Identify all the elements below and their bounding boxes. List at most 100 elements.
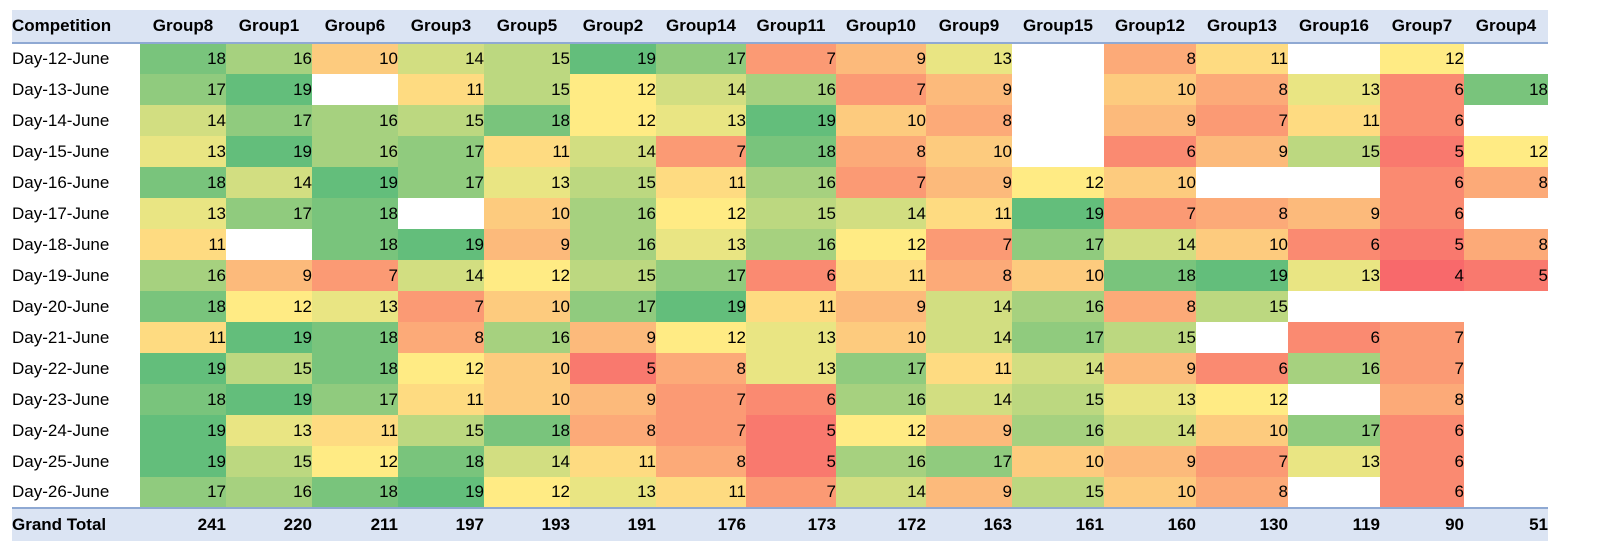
heatmap-cell: 16 (226, 477, 312, 508)
heatmap-cell: 6 (1380, 167, 1464, 198)
grand-total-value: 176 (656, 507, 746, 541)
heatmap-cell: 9 (836, 43, 926, 74)
heatmap-cell (226, 229, 312, 260)
heatmap-cell: 12 (484, 477, 570, 508)
table-row: Day-17-June 13 17 18 10 16 12 15 14 11 19 7 8 9 6 (12, 198, 1548, 229)
grand-total-value: 51 (1464, 507, 1548, 541)
heatmap-cell: 12 (570, 105, 656, 136)
heatmap-cell: 12 (398, 353, 484, 384)
row-label: Day-12-June (12, 43, 140, 74)
heatmap-cell: 12 (312, 446, 398, 477)
table-row: Day-21-June 11 19 18 8 16 9 12 13 10 14 17 15 6 7 (12, 322, 1548, 353)
heatmap-cell: 16 (746, 74, 836, 105)
table-row: Day-20-June 18 12 13 7 10 17 19 11 9 14 16 8 15 (12, 291, 1548, 322)
heatmap-cell: 8 (570, 415, 656, 446)
heatmap-cell: 17 (926, 446, 1012, 477)
heatmap-cell: 12 (1012, 167, 1104, 198)
heatmap-cell: 15 (1196, 291, 1288, 322)
heatmap-cell: 14 (836, 198, 926, 229)
heatmap-cell: 16 (570, 229, 656, 260)
heatmap-cell: 10 (836, 322, 926, 353)
heatmap-cell (1012, 136, 1104, 167)
heatmap-cell: 18 (312, 353, 398, 384)
grand-total-row: Grand Total 241 220 211 197 193 191 176 173 172 1… (12, 507, 1548, 541)
heatmap-cell: 17 (656, 43, 746, 74)
heatmap-cell (1464, 415, 1548, 446)
heatmap-cell: 17 (570, 291, 656, 322)
heatmap-cell: 19 (746, 105, 836, 136)
heatmap-cell: 7 (656, 384, 746, 415)
heatmap-cell: 11 (312, 415, 398, 446)
heatmap-cell: 7 (656, 136, 746, 167)
heatmap-cell: 15 (398, 415, 484, 446)
heatmap-cell: 7 (656, 415, 746, 446)
heatmap-cell: 7 (312, 260, 398, 291)
heatmap-cell: 11 (836, 260, 926, 291)
heatmap-cell: 8 (1464, 229, 1548, 260)
column-header-group4: Group4 (1464, 10, 1548, 44)
heatmap-cell: 7 (836, 74, 926, 105)
heatmap-cell: 15 (1104, 322, 1196, 353)
grand-total-value: 197 (398, 507, 484, 541)
column-header-group14: Group14 (656, 10, 746, 44)
heatmap-cell: 14 (140, 105, 226, 136)
heatmap-cell: 7 (746, 43, 836, 74)
heatmap-cell: 6 (1380, 198, 1464, 229)
heatmap-cell: 15 (398, 105, 484, 136)
grand-total-value: 161 (1012, 507, 1104, 541)
heatmap-cell: 7 (1196, 446, 1288, 477)
heatmap-cell: 7 (1380, 322, 1464, 353)
heatmap-cell: 15 (484, 43, 570, 74)
heatmap-cell: 13 (1288, 446, 1380, 477)
row-label: Day-20-June (12, 291, 140, 322)
heatmap-cell (1196, 167, 1288, 198)
row-label: Day-25-June (12, 446, 140, 477)
heatmap-cell: 16 (746, 229, 836, 260)
heatmap-cell: 9 (926, 415, 1012, 446)
grand-total-value: 173 (746, 507, 836, 541)
heatmap-cell: 17 (312, 384, 398, 415)
heatmap-cell: 13 (570, 477, 656, 508)
heatmap-cell: 8 (1464, 167, 1548, 198)
column-header-group11: Group11 (746, 10, 836, 44)
column-header-group6: Group6 (312, 10, 398, 44)
column-header-group5: Group5 (484, 10, 570, 44)
heatmap-cell: 13 (656, 229, 746, 260)
heatmap-cell: 19 (140, 415, 226, 446)
heatmap-cell: 14 (570, 136, 656, 167)
heatmap-cell: 13 (746, 353, 836, 384)
heatmap-cell: 15 (226, 446, 312, 477)
heatmap-cell (1464, 322, 1548, 353)
heatmap-cell: 17 (1012, 322, 1104, 353)
heatmap-cell (1464, 198, 1548, 229)
row-label: Day-26-June (12, 477, 140, 508)
table-row: Day-16-June 18 14 19 17 13 15 11 16 7 9 12 10 6 8 (12, 167, 1548, 198)
heatmap-cell: 10 (1012, 446, 1104, 477)
heatmap-cell: 6 (1380, 415, 1464, 446)
heatmap-cell (1464, 384, 1548, 415)
heatmap-cell: 8 (1196, 477, 1288, 508)
heatmap-cell: 5 (1464, 260, 1548, 291)
heatmap-cell: 6 (1196, 353, 1288, 384)
heatmap-cell: 5 (746, 446, 836, 477)
heatmap-cell (1464, 291, 1548, 322)
heatmap-cell: 8 (656, 446, 746, 477)
column-header-group12: Group12 (1104, 10, 1196, 44)
heatmap-cell: 18 (312, 322, 398, 353)
heatmap-cell: 12 (484, 260, 570, 291)
heatmap-cell: 18 (398, 446, 484, 477)
heatmap-cell: 8 (926, 105, 1012, 136)
heatmap-cell: 6 (1380, 74, 1464, 105)
heatmap-cell: 12 (836, 415, 926, 446)
grand-total-value: 193 (484, 507, 570, 541)
heatmap-cell: 13 (656, 105, 746, 136)
heatmap-cell: 17 (226, 198, 312, 229)
heatmap-cell: 19 (226, 136, 312, 167)
heatmap-cell: 7 (398, 291, 484, 322)
heatmap-cell: 17 (398, 136, 484, 167)
heatmap-cell: 19 (1012, 198, 1104, 229)
heatmap-cell: 19 (226, 384, 312, 415)
heatmap-cell: 14 (484, 446, 570, 477)
heatmap-cell: 11 (570, 446, 656, 477)
heatmap-cell (1464, 477, 1548, 508)
